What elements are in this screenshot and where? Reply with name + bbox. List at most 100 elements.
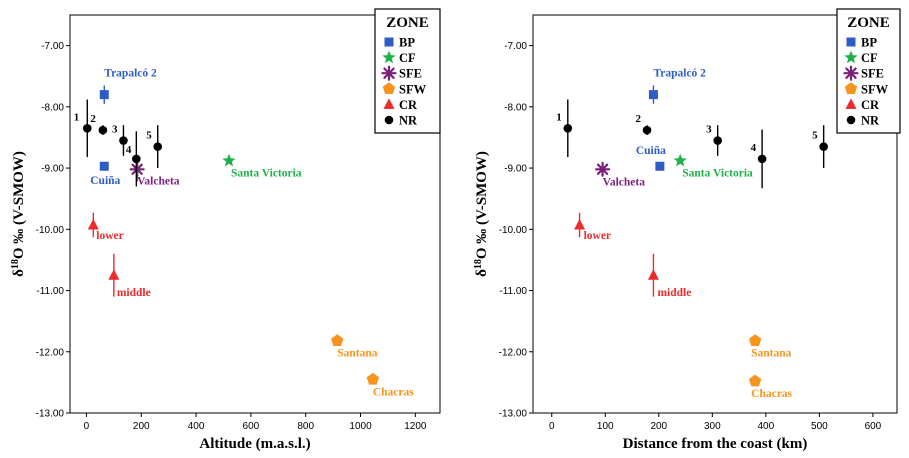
point-label: 4 (751, 142, 757, 154)
legend-label: NR (861, 114, 880, 128)
x-tick-label: 0 (84, 421, 90, 432)
legend-item-cr: CR (845, 98, 880, 112)
data-point-bp: Cuiña (90, 161, 121, 187)
legend-marker-star (382, 50, 396, 64)
legend-label: CF (861, 51, 878, 65)
data-point-sfe: Valcheta (594, 161, 646, 188)
data-point-bp: Trapalcó 2 (648, 68, 706, 104)
point-label: Valcheta (137, 175, 180, 187)
x-tick-label: 500 (811, 421, 828, 432)
legend-title: ZONE (386, 15, 429, 31)
data-point-nr: 3 (706, 124, 722, 156)
legend-label: BP (399, 36, 415, 50)
data-point-sfe: Valcheta (129, 157, 180, 187)
marker-circle (132, 154, 141, 164)
data-point-cr: middle (108, 253, 151, 299)
data-point-nr: 5 (146, 125, 163, 169)
data-point-sfw: Chacras (748, 374, 793, 400)
marker-star (222, 153, 236, 167)
point-label: Santa Victoria (682, 168, 753, 180)
legend-title: ZONE (847, 15, 890, 31)
point-label: Cuiña (636, 145, 666, 157)
marker-square (99, 161, 109, 171)
legend-label: SFW (861, 82, 889, 96)
point-label: Santana (337, 348, 378, 360)
plot-area (532, 14, 898, 414)
data-point-cr: lower (574, 212, 611, 242)
marker-circle (563, 123, 573, 133)
legend-item-cf: CF (844, 50, 878, 65)
marker-square (655, 161, 665, 171)
legend-label: SFE (861, 67, 884, 81)
legend-item-bp: BP (384, 36, 415, 50)
point-label: middle (657, 287, 691, 299)
x-tick-label: 600 (865, 421, 882, 432)
legend-label: BP (861, 36, 877, 50)
x-tick-label: 200 (133, 421, 150, 432)
data-point-cf: Santa Victoria (673, 153, 753, 180)
point-label: lower (584, 230, 611, 242)
data-point-nr: 1 (74, 99, 92, 158)
legend-item-nr: NR (846, 114, 880, 128)
marker-circle (757, 154, 767, 164)
legend-marker-triangle (845, 98, 857, 109)
data-point-cr: middle (647, 253, 691, 299)
marker-pentagon (331, 334, 344, 347)
point-label: Cuiña (90, 175, 120, 187)
y-axis-title: δ18O ‰ (V-SMOW) (473, 151, 490, 277)
point-label: 3 (706, 124, 712, 136)
x-tick-label: 800 (297, 421, 314, 432)
legend-item-sfw: SFW (382, 82, 427, 96)
y-tick-label: -13.00 (499, 409, 528, 420)
point-label: Valcheta (603, 176, 646, 188)
x-tick-label: 1000 (349, 421, 372, 432)
marker-triangle (87, 219, 99, 230)
data-point-nr: 3 (112, 124, 128, 156)
legend-marker-asterisk (381, 65, 397, 81)
marker-square (99, 90, 109, 100)
point-label: 2 (636, 113, 642, 125)
legend-marker-pentagon (844, 82, 858, 95)
y-tick-label: -9.00 (41, 164, 64, 175)
data-point-cf: Santa Victoria (222, 153, 302, 180)
y-tick-label: -9.00 (504, 164, 527, 175)
data-point-nr: 2 (636, 113, 652, 136)
marker-circle (82, 123, 92, 133)
x-tick-label: 400 (188, 421, 205, 432)
x-axis-title: Distance from the coast (km) (623, 436, 808, 452)
x-tick-label: 200 (650, 421, 667, 432)
chart-panel-1: 0 200 400 600 800 1000 1200 -13.00 -12.00 -11.00 -… (10, 8, 441, 452)
marker-triangle (108, 269, 120, 280)
data-point-nr: 5 (812, 125, 828, 169)
legend-label: CF (399, 51, 416, 65)
point-label: Trapalcó 2 (653, 68, 706, 80)
marker-pentagon (748, 334, 762, 347)
x-tick-label: 100 (597, 421, 614, 432)
marker-triangle (574, 219, 586, 230)
x-tick-label: 0 (549, 421, 555, 432)
legend-marker-asterisk (843, 65, 859, 81)
point-label: Santana (751, 348, 792, 360)
data-point-cr: lower (87, 212, 124, 242)
legend-marker-star (844, 50, 858, 64)
legend-marker-circle (846, 115, 856, 125)
legend-label: NR (399, 114, 418, 128)
marker-pentagon (366, 372, 380, 385)
legend-item-cr: CR (383, 98, 418, 112)
legend-item-sfw: SFW (844, 82, 889, 96)
data-point-sfw: Santana (748, 334, 792, 360)
point-label: 3 (112, 124, 118, 136)
y-axis-title: δ18O ‰ (V-SMOW) (10, 151, 27, 277)
data-point-nr: 2 (90, 113, 108, 136)
x-tick-label: 1200 (404, 421, 427, 432)
legend-item-bp: BP (846, 36, 877, 50)
data-point-sfw: Chacras (366, 372, 414, 398)
y-tick-label: -11.00 (36, 286, 64, 297)
marker-triangle (647, 269, 659, 280)
legend-marker-square (384, 37, 394, 47)
marker-circle (98, 125, 108, 135)
point-label: 5 (812, 130, 818, 142)
point-label: 1 (74, 111, 80, 123)
marker-circle (713, 136, 722, 145)
